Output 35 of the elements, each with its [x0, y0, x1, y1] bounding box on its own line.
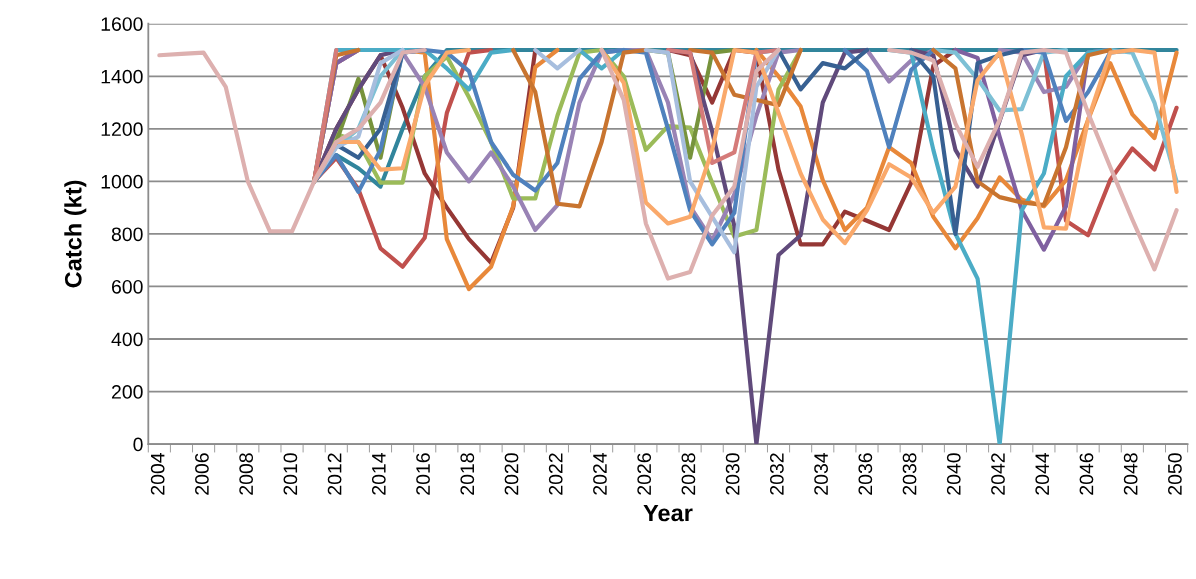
- x-tick-label: 2016: [416, 453, 430, 495]
- y-tick-label: 800: [111, 227, 143, 242]
- x-tick-label: 2006: [195, 453, 209, 495]
- x-tick-label: 2048: [1123, 453, 1138, 495]
- x-tick-label: 2040: [946, 453, 961, 495]
- x-tick-label: 2034: [814, 452, 828, 495]
- x-tick-label: 2032: [769, 453, 784, 495]
- x-tick-label: 2008: [239, 453, 254, 495]
- x-axis-title: Year: [643, 504, 693, 522]
- x-tick-label: 2046: [1079, 453, 1094, 495]
- y-tick-label: 1400: [101, 69, 143, 84]
- x-tick-label: 2036: [858, 453, 873, 495]
- x-tick-label: 2038: [902, 453, 917, 495]
- y-tick-label: 0: [133, 437, 143, 452]
- y-tick-label: 1600: [101, 17, 143, 31]
- x-tick-label: 2020: [504, 453, 519, 495]
- x-tick-label: 2014: [371, 452, 386, 495]
- x-tick-label: 2024: [593, 452, 607, 495]
- y-tick-label: 200: [111, 385, 143, 399]
- x-tick-label: 2026: [637, 453, 652, 495]
- x-tick-label: 2028: [681, 453, 696, 495]
- y-tick-label: 1200: [101, 122, 143, 137]
- y-tick-label: 600: [111, 279, 143, 294]
- y-tick-label: 1000: [101, 174, 143, 189]
- x-tick-label: 2050: [1168, 453, 1182, 495]
- x-tick-label: 2022: [548, 453, 563, 495]
- x-tick-label: 2042: [991, 453, 1005, 495]
- x-tick-label: 2044: [1035, 452, 1050, 495]
- x-tick-label: 2010: [283, 453, 298, 495]
- x-tick-label: 2004: [150, 452, 165, 495]
- y-axis-title: Catch (kt): [64, 180, 87, 288]
- x-tick-label: 2030: [725, 453, 740, 495]
- x-tick-label: 2018: [460, 453, 475, 495]
- y-tick-label: 400: [111, 332, 143, 347]
- x-tick-label: 2012: [327, 453, 342, 495]
